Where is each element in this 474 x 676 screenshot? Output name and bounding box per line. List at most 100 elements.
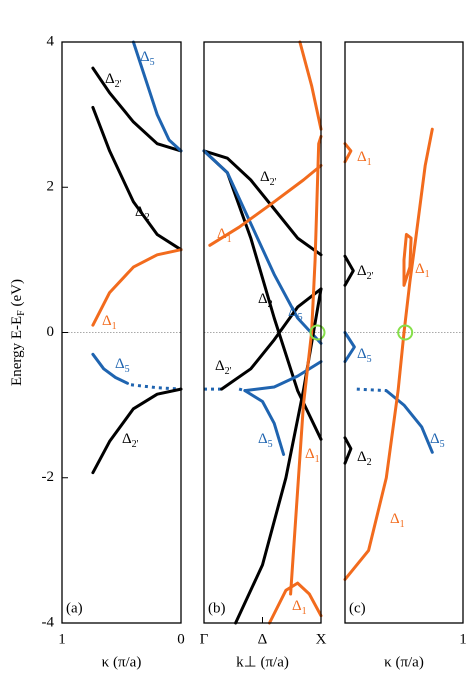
band-label-symbol: Δ	[260, 169, 270, 185]
band-label-sub: 2'	[132, 439, 139, 450]
band-line	[202, 149, 323, 345]
band-label-sub: 5	[268, 439, 273, 450]
band-line	[298, 40, 323, 131]
band-label: Δ2	[258, 291, 273, 310]
band-label-symbol: Δ	[357, 346, 367, 362]
band-line	[220, 287, 323, 391]
band-label-symbol: Δ	[105, 71, 115, 87]
band-label: Δ1	[390, 511, 405, 530]
band-label-sub: 1	[302, 606, 307, 617]
band-label: Δ1	[292, 598, 307, 617]
x-axis-label: κ (π/a)	[384, 654, 424, 670]
band-label-symbol: Δ	[217, 226, 227, 242]
band-label: Δ1	[217, 226, 232, 245]
band-label-sub: 2'	[115, 79, 122, 90]
band-label-symbol: Δ	[430, 431, 440, 447]
band-label: Δ2'	[105, 71, 122, 90]
band-label-symbol: Δ	[135, 204, 145, 220]
band-label: Δ5	[115, 356, 130, 375]
band-label-sub: 5	[150, 57, 155, 68]
band-line	[343, 331, 356, 364]
band-line	[208, 164, 323, 247]
y-axis-label-part: Energy E-E	[9, 316, 25, 386]
band-line	[202, 149, 323, 257]
band-line	[343, 127, 434, 581]
x-tick-label: Γ	[200, 631, 209, 647]
band-label-symbol: Δ	[215, 358, 225, 374]
band-label-sub: 5	[298, 312, 303, 323]
band-label-symbol: Δ	[357, 449, 367, 465]
band-label-symbol: Δ	[288, 304, 298, 320]
band-label: Δ5	[140, 49, 155, 68]
band-label-symbol: Δ	[140, 49, 150, 65]
band-label-sub: 2'	[225, 366, 232, 377]
y-tick-label: -4	[42, 614, 55, 630]
band-label: Δ2'	[357, 263, 374, 282]
band-label-sub: 2'	[270, 177, 277, 188]
band-label: Δ2	[135, 204, 150, 223]
band-line	[238, 387, 246, 393]
band-label-symbol: Δ	[122, 431, 132, 447]
band-label-sub: 1	[400, 519, 405, 530]
band-line	[91, 248, 183, 327]
band-label-symbol: Δ	[102, 313, 112, 329]
band-line	[343, 436, 353, 465]
band-line	[91, 352, 129, 385]
y-tick-label: -2	[42, 469, 55, 485]
band-label-sub: 5	[367, 354, 372, 365]
band-label-sub: 1	[227, 234, 232, 245]
crossing-marker	[397, 324, 414, 341]
band-label: Δ2'	[122, 431, 139, 450]
band-label-sub: 2	[268, 299, 273, 310]
band-label-sub: 1	[315, 454, 320, 465]
x-tick-label: 0	[177, 631, 185, 647]
band-line	[243, 389, 286, 456]
band-label-symbol: Δ	[357, 263, 367, 279]
band-label: Δ1	[357, 149, 372, 168]
y-axis-label-part: (eV)	[9, 279, 25, 310]
band-label-sub: 5	[440, 439, 445, 450]
band-line	[91, 66, 183, 153]
y-axis-label-sub: F	[16, 310, 27, 316]
crossing-marker	[309, 324, 326, 341]
band-label: Δ5	[430, 431, 445, 450]
band-label: Δ5	[288, 304, 303, 323]
y-tick-label: 0	[47, 324, 55, 340]
band-label-sub: 1	[367, 157, 372, 168]
band-line	[384, 389, 434, 454]
x-tick-label: X	[316, 631, 327, 647]
band-label-symbol: Δ	[305, 446, 315, 462]
band-line	[131, 40, 183, 153]
band-label-symbol: Δ	[258, 291, 268, 307]
band-line	[268, 581, 323, 625]
y-axis-label: Energy E-EF (eV)	[9, 279, 27, 386]
x-tick-label: 1	[58, 631, 66, 647]
band-line	[289, 134, 323, 596]
band-label-sub: 2'	[367, 271, 374, 282]
band-line	[402, 233, 413, 287]
x-tick-label: Δ	[258, 631, 268, 647]
band-label-symbol: Δ	[415, 261, 425, 277]
band-line	[356, 387, 387, 393]
band-label-sub: 5	[125, 364, 130, 375]
band-line	[91, 387, 183, 475]
band-label-symbol: Δ	[357, 149, 367, 165]
x-tick-label: 1	[459, 631, 467, 647]
band-label-sub: 2	[367, 457, 372, 468]
band-label: Δ5	[258, 431, 273, 450]
panel-frame	[344, 41, 464, 624]
band-line	[91, 105, 183, 252]
band-label-symbol: Δ	[258, 431, 268, 447]
band-label: Δ1	[305, 446, 320, 465]
panel-label: (c)	[349, 600, 366, 616]
band-line	[130, 383, 182, 391]
y-tick-label: 4	[47, 33, 55, 49]
band-label: Δ1	[102, 313, 117, 332]
band-label-sub: 2	[145, 212, 150, 223]
panel-label: (b)	[208, 600, 226, 616]
x-axis-label: k⊥ (π/a)	[236, 654, 289, 670]
band-label: Δ1	[415, 261, 430, 280]
band-line	[243, 360, 323, 393]
band-label: Δ2'	[215, 358, 232, 377]
